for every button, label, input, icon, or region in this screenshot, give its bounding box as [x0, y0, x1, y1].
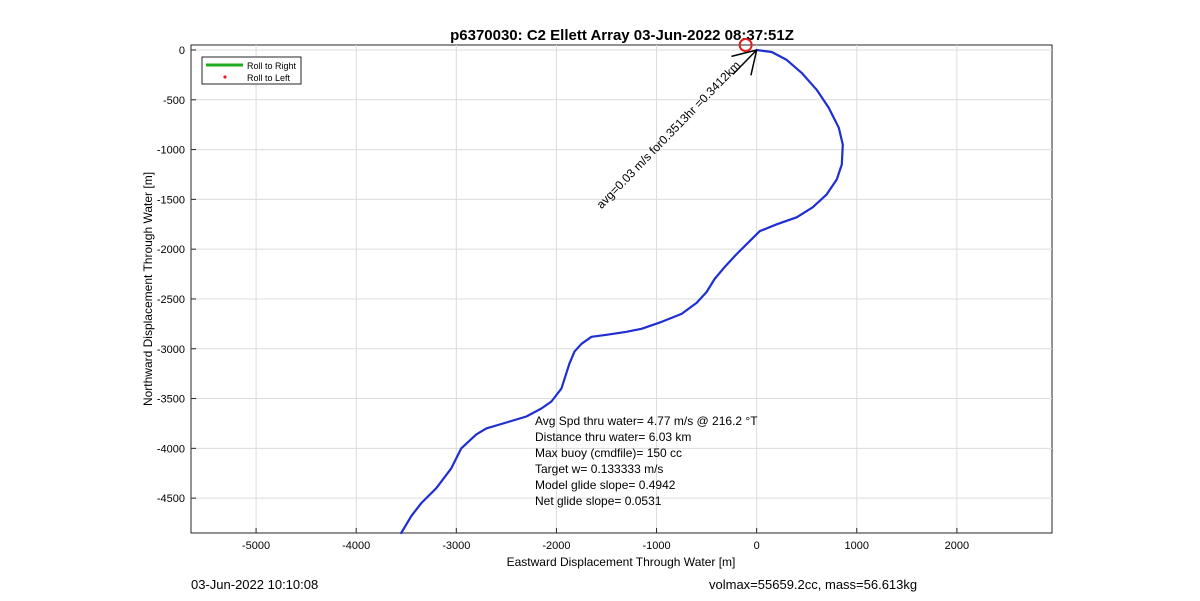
legend: Roll to Right Roll to Left — [201, 56, 302, 85]
x-tick-label: -4000 — [342, 540, 370, 552]
y-tick-label: -1500 — [157, 194, 185, 206]
x-tick-label: -5000 — [242, 540, 270, 552]
footer-vol-mass: volmax=55659.2cc, mass=56.613kg — [709, 577, 918, 592]
x-tick-label: 1000 — [845, 540, 869, 552]
legend-swatch-roll-left — [223, 75, 227, 79]
grid-lines — [191, 45, 1052, 533]
info-max-buoy: Max buoy (cmdfile)= 150 cc — [535, 446, 682, 460]
x-tick-label: -3000 — [442, 540, 470, 552]
legend-box — [201, 56, 302, 85]
y-axis-ticks: 0 -500 -1000 -1500 -2000 -2500 -3000 -3500 -4000… — [157, 45, 196, 505]
footer-date: 03-Jun-2022 10:10:08 — [191, 577, 319, 592]
info-net-glide: Net glide slope= 0.0531 — [535, 494, 662, 508]
x-axis-ticks: -5000 -4000 -3000 -2000 -1000 0 1000 2000 — [242, 528, 969, 552]
info-box: Avg Spd thru water= 4.77 m/s @ 216.2 °T … — [535, 414, 758, 508]
plot-area — [190, 44, 1053, 534]
info-target-w: Target w= 0.133333 m/s — [535, 462, 663, 476]
y-tick-label: -500 — [163, 95, 185, 107]
y-tick-label: -1000 — [157, 145, 185, 157]
glider-track-line — [400, 48, 844, 535]
y-tick-label: -3000 — [157, 344, 185, 356]
info-distance: Distance thru water= 6.03 km — [535, 430, 691, 444]
y-axis-label: Northward Displacement Through Water [m] — [141, 172, 155, 406]
y-tick-label: -4500 — [157, 493, 185, 505]
y-tick-label: -4000 — [157, 443, 185, 455]
legend-label-roll-right: Roll to Right — [247, 61, 297, 71]
y-tick-label: -2500 — [157, 294, 185, 306]
series-layer — [400, 48, 844, 535]
current-vector-shaft — [732, 49, 758, 75]
x-tick-label: 2000 — [945, 540, 969, 552]
legend-label-roll-left: Roll to Left — [247, 73, 291, 83]
current-vector-head — [750, 49, 758, 76]
x-axis-label: Eastward Displacement Through Water [m] — [507, 555, 736, 569]
y-tick-label: 0 — [179, 45, 185, 57]
y-tick-label: -3500 — [157, 394, 185, 406]
x-tick-label: -1000 — [642, 540, 670, 552]
y-tick-label: -2000 — [157, 244, 185, 256]
x-tick-label: -2000 — [542, 540, 570, 552]
chart-title: p6370030: C2 Ellett Array 03-Jun-2022 08… — [450, 27, 794, 44]
info-avg-speed: Avg Spd thru water= 4.77 m/s @ 216.2 °T — [535, 414, 758, 428]
x-tick-label: 0 — [754, 540, 760, 552]
current-vector-head — [731, 49, 757, 58]
info-model-glide: Model glide slope= 0.4942 — [535, 478, 676, 492]
current-position-marker — [738, 38, 753, 52]
